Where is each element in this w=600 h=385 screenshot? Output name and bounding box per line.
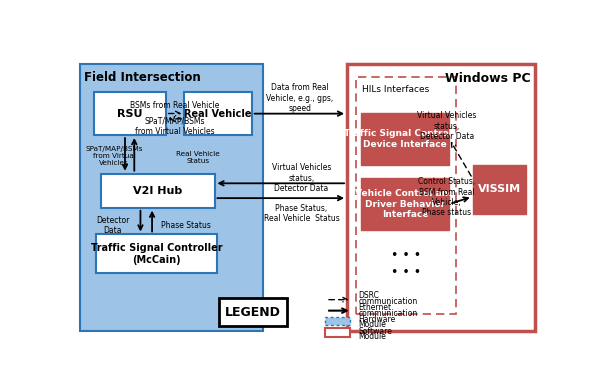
FancyBboxPatch shape: [356, 77, 456, 315]
FancyBboxPatch shape: [361, 178, 449, 230]
Text: Real Vehicle
Status: Real Vehicle Status: [176, 151, 220, 164]
Text: DSRC: DSRC: [359, 291, 380, 300]
Text: Virtual Vehicles
status,
Detector Data: Virtual Vehicles status, Detector Data: [418, 111, 476, 141]
Text: LEGEND: LEGEND: [225, 306, 281, 319]
FancyBboxPatch shape: [347, 64, 535, 331]
Text: Module: Module: [359, 332, 386, 341]
Text: Traffic Signal Controller
(McCain): Traffic Signal Controller (McCain): [91, 243, 222, 264]
Text: Data from Real
Vehicle, e.g., gps,
speed: Data from Real Vehicle, e.g., gps, speed: [266, 83, 333, 113]
Text: SPaT/MAP/BSMs
from Virtual
Vehicles: SPaT/MAP/BSMs from Virtual Vehicles: [85, 146, 143, 166]
Text: • • •: • • •: [391, 266, 421, 280]
Text: Phase Status,
Real Vehicle  Status: Phase Status, Real Vehicle Status: [263, 204, 340, 223]
Text: Field Intersection: Field Intersection: [84, 71, 201, 84]
Text: Software: Software: [359, 327, 392, 336]
FancyBboxPatch shape: [473, 165, 526, 214]
Text: Detector
Data: Detector Data: [96, 216, 130, 235]
Text: Real Vehicle: Real Vehicle: [184, 109, 252, 119]
Text: V2I Hub: V2I Hub: [133, 186, 182, 196]
FancyBboxPatch shape: [96, 234, 217, 273]
FancyBboxPatch shape: [101, 174, 215, 208]
Text: RSU: RSU: [117, 109, 142, 119]
Text: BSMs from Real Vehicle: BSMs from Real Vehicle: [130, 101, 220, 110]
Text: Ethernet: Ethernet: [359, 303, 392, 312]
FancyBboxPatch shape: [361, 113, 449, 165]
Text: HILs Interfaces: HILs Interfaces: [362, 85, 429, 94]
FancyBboxPatch shape: [94, 92, 166, 135]
FancyBboxPatch shape: [80, 64, 263, 331]
FancyBboxPatch shape: [184, 92, 252, 135]
Text: communication: communication: [359, 297, 418, 306]
FancyBboxPatch shape: [325, 316, 350, 325]
Text: VISSIM: VISSIM: [478, 184, 521, 194]
Text: Control Status,
BSM from Real
Vehicle,
Phase status: Control Status, BSM from Real Vehicle, P…: [418, 177, 476, 218]
FancyBboxPatch shape: [325, 328, 350, 337]
Text: Hardware: Hardware: [359, 315, 396, 324]
Text: Module: Module: [359, 320, 386, 329]
Text: Traffic Signal Controller
Device Interface: Traffic Signal Controller Device Interfa…: [344, 129, 466, 149]
Text: Windows PC: Windows PC: [445, 72, 531, 85]
Text: • • •: • • •: [391, 249, 421, 262]
Text: Phase Status: Phase Status: [161, 221, 211, 230]
Text: communication: communication: [359, 308, 418, 318]
Text: SPaT/MAP/BSMs
from Virtual Vehicles: SPaT/MAP/BSMs from Virtual Vehicles: [135, 117, 215, 136]
Text: Vehicle Control and
Driver Behavior
Interface: Vehicle Control and Driver Behavior Inte…: [355, 189, 455, 219]
Text: Virtual Vehicles
status,
Detector Data: Virtual Vehicles status, Detector Data: [272, 163, 331, 193]
FancyBboxPatch shape: [219, 298, 287, 326]
